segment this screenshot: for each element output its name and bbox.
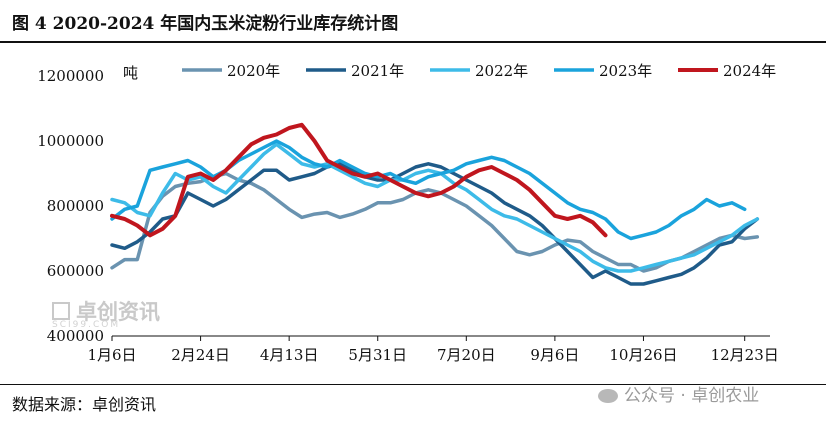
series-line-2021年	[110, 162, 760, 286]
y-axis-unit-label: 吨	[123, 64, 138, 82]
source-note: 数据来源：卓创资讯	[12, 395, 157, 414]
y-tick-label: 1200000	[37, 67, 104, 85]
watermark-logo-icon	[52, 302, 70, 320]
x-tick-label: 4月13日	[260, 346, 319, 364]
y-tick-label: 600000	[47, 262, 104, 280]
watermark-text: 卓创资讯	[76, 300, 160, 324]
legend-label: 2022年	[475, 62, 528, 80]
legend-label: 2021年	[351, 62, 404, 80]
x-tick-label: 10月26日	[609, 346, 677, 364]
x-tick-label: 1月6日	[87, 346, 136, 364]
wechat-icon	[598, 389, 618, 403]
legend-label: 2024年	[723, 62, 776, 80]
footer-divider	[0, 384, 826, 385]
wechat-text: 公众号 · 卓创农业	[624, 386, 760, 406]
chart-series	[110, 122, 760, 286]
wechat-badge: 公众号 · 卓创农业	[598, 381, 759, 406]
x-tick-label: 7月20日	[437, 346, 496, 364]
y-tick-label: 1000000	[37, 132, 104, 150]
watermark: 卓创资讯 SCI99.COM	[52, 296, 160, 330]
series-line-2020年	[110, 171, 760, 273]
title-bar: 图 4 2020-2024 年国内玉米淀粉行业库存统计图	[0, 0, 826, 43]
page-title: 图 4 2020-2024 年国内玉米淀粉行业库存统计图	[12, 14, 399, 34]
watermark-sub: SCI99.COM	[52, 320, 121, 330]
series-line-2024年	[110, 122, 608, 238]
legend-label: 2020年	[227, 62, 280, 80]
title-divider	[0, 41, 826, 43]
y-tick-label: 800000	[47, 197, 104, 215]
chart-legend: 2020年 2021年 2022年 2023年 2024年	[182, 62, 776, 80]
x-tick-label: 12月23日	[711, 346, 779, 364]
series-line-2022年	[110, 142, 760, 273]
y-tick-label: 400000	[47, 327, 104, 345]
x-tick-label: 9月6日	[530, 346, 579, 364]
x-tick-label: 2月24日	[171, 346, 230, 364]
legend-label: 2023年	[599, 62, 652, 80]
x-tick-label: 5月31日	[348, 346, 407, 364]
